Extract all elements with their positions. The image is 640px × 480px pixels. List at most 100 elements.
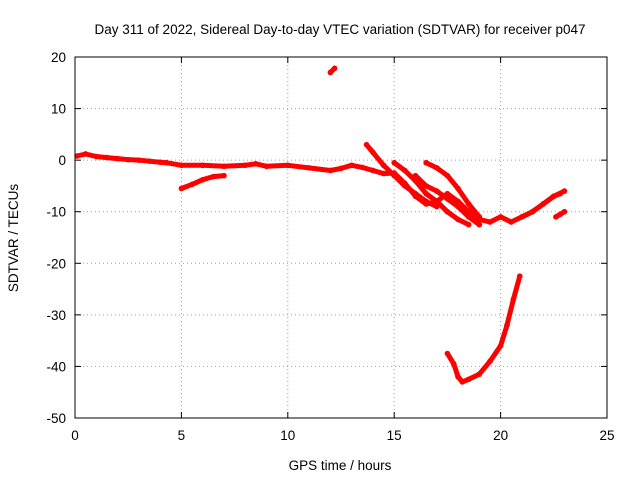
data-point <box>370 167 376 174</box>
series-main-band-mid <box>164 160 397 177</box>
data-point <box>561 188 568 194</box>
data-point <box>412 190 419 197</box>
data-point <box>338 165 344 172</box>
data-point <box>540 201 546 207</box>
series-branch-1 <box>364 142 440 210</box>
data-point <box>557 211 563 218</box>
x-tick-label: 0 <box>71 428 79 443</box>
y-tick-label: 10 <box>51 102 66 117</box>
data-point <box>327 167 334 174</box>
grid <box>75 57 607 418</box>
y-tick-label: -10 <box>46 205 66 220</box>
data-point <box>348 162 355 169</box>
data-point <box>363 141 370 148</box>
data-point <box>74 153 80 159</box>
data-point <box>221 163 227 170</box>
y-tick-label: -40 <box>46 359 66 374</box>
data-point <box>450 361 457 367</box>
data-point <box>553 214 559 220</box>
y-tick-label: 0 <box>58 153 66 168</box>
data-point <box>433 165 440 171</box>
plot-frame <box>74 56 608 419</box>
data-point <box>561 208 568 215</box>
data-point <box>189 181 195 188</box>
data-point <box>465 214 472 220</box>
data-point <box>402 183 408 189</box>
y-tick-label: -30 <box>46 308 66 323</box>
data-point <box>433 188 440 194</box>
data-point <box>465 376 472 383</box>
data-point <box>508 219 515 225</box>
data-point <box>455 216 461 223</box>
data-point <box>423 159 429 166</box>
series-deep-dip <box>444 273 523 385</box>
y-tick-label: -50 <box>46 411 66 426</box>
data-point <box>444 172 451 179</box>
data-point <box>455 185 461 192</box>
data-point <box>529 208 536 215</box>
data-point <box>497 343 504 349</box>
data-point <box>455 203 461 210</box>
data-point <box>253 160 259 167</box>
data-point <box>551 193 557 200</box>
data-point <box>391 172 398 179</box>
x-tick-label: 25 <box>599 428 614 443</box>
data-point <box>504 322 510 328</box>
data-point <box>178 185 185 192</box>
data-point <box>433 198 440 205</box>
data-point <box>93 153 100 160</box>
data-point <box>423 198 429 205</box>
data-point <box>263 163 270 170</box>
data-point <box>444 196 451 202</box>
x-tick-label: 10 <box>280 428 295 443</box>
data-point <box>444 208 451 215</box>
data-point <box>178 162 185 169</box>
data-point <box>476 214 483 220</box>
x-axis-label: GPS time / hours <box>289 458 392 473</box>
x-tick-label: 15 <box>387 428 402 443</box>
data-point <box>516 273 523 279</box>
data-point <box>327 69 334 76</box>
x-tick-label: 5 <box>178 428 186 443</box>
data-point <box>497 214 504 220</box>
data-point <box>199 162 206 169</box>
data-point <box>510 296 517 303</box>
data-point <box>423 183 429 189</box>
data-point <box>412 172 419 179</box>
data-point <box>331 65 338 72</box>
data-point <box>487 358 493 365</box>
chart-title: Day 311 of 2022, Sidereal Day-to-day VTE… <box>95 22 586 37</box>
y-tick-label: 20 <box>51 50 66 65</box>
y-axis-label: SDTVAR / TECUs <box>6 184 21 293</box>
data-point <box>402 167 408 174</box>
x-tick-label: 20 <box>493 428 508 443</box>
data-point <box>519 214 525 220</box>
data-point <box>370 149 376 156</box>
data-point <box>136 157 142 163</box>
data-point <box>465 201 472 207</box>
data-point <box>199 176 206 183</box>
data-point <box>476 371 483 377</box>
data-point <box>242 162 249 169</box>
data-point <box>82 151 89 157</box>
data-point <box>163 159 170 166</box>
data-point <box>285 162 291 169</box>
data-point <box>423 190 429 197</box>
data-point <box>380 170 387 177</box>
data-point <box>104 154 110 161</box>
data-point <box>306 165 312 171</box>
data-point <box>380 162 387 169</box>
data-point <box>455 373 461 380</box>
data-point <box>459 379 466 385</box>
data-point <box>444 350 451 357</box>
data-point <box>210 173 217 180</box>
data-point <box>487 219 493 225</box>
data-point <box>391 159 398 166</box>
data-point <box>157 159 163 166</box>
data-point <box>146 158 153 164</box>
data-point <box>221 172 227 179</box>
data-marks <box>74 65 568 385</box>
data-point <box>359 164 366 171</box>
series-main-band-early <box>74 151 169 166</box>
